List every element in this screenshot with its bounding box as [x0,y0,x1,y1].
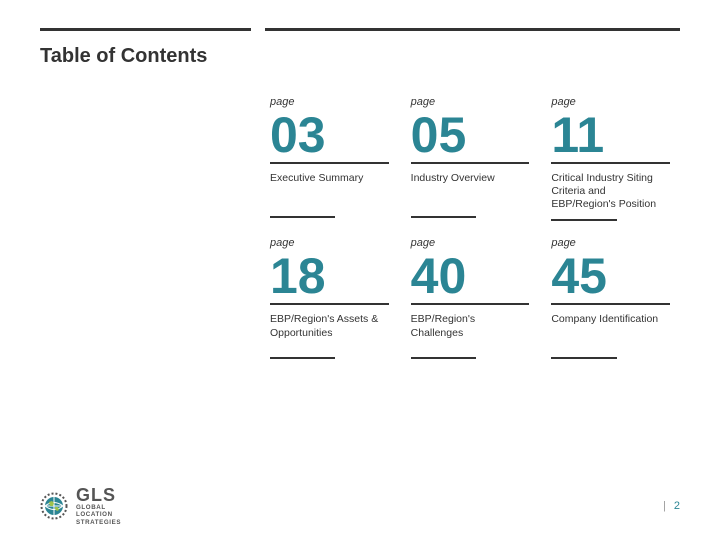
toc-page-number: 03 [270,110,389,160]
toc-page-number: 40 [411,251,530,301]
toc-desc-rule [411,357,476,359]
toc-item: page 18 EBP/Region's Assets & Opportunit… [270,237,389,369]
globe-icon [40,492,68,520]
toc-num-rule [551,303,670,305]
page-number-separator: | [663,500,666,512]
toc-desc-rule [270,216,335,218]
toc-num-rule [411,162,530,164]
toc-page-number: 45 [551,251,670,301]
toc-section-title: Critical Industry Siting Criteria and EB… [551,172,670,211]
page-number-value: 2 [674,500,680,512]
toc-item: page 03 Executive Summary [270,96,389,231]
slide-page: Table of Contents page 03 Executive Summ… [0,0,720,540]
toc-item: page 11 Critical Industry Siting Criteri… [551,96,670,231]
toc-section-title: Industry Overview [411,172,530,208]
toc-num-rule [551,162,670,164]
top-rule-right [265,28,680,31]
top-rules [40,28,680,31]
page-number: |2 [663,500,680,512]
toc-grid: page 03 Executive Summary page 05 Indust… [270,96,670,369]
toc-num-rule [411,303,530,305]
toc-section-title: EBP/Region's Assets & Opportunities [270,313,389,349]
toc-page-number: 11 [551,110,670,160]
gls-logo: GLS GLOBAL LOCATION STRATEGIES [40,486,121,526]
toc-desc-rule [270,357,335,359]
toc-section-title: EBP/Region's Challenges [411,313,530,349]
logo-sub-line: GLOBAL [76,504,121,511]
page-title: Table of Contents [40,45,680,68]
toc-num-rule [270,303,389,305]
top-rule-left [40,28,251,31]
toc-desc-rule [551,219,616,221]
toc-desc-rule [411,216,476,218]
logo-sub-line: LOCATION [76,511,121,518]
footer: GLS GLOBAL LOCATION STRATEGIES |2 [40,486,680,526]
toc-section-title: Executive Summary [270,172,389,208]
toc-num-rule [270,162,389,164]
toc-section-title: Company Identification [551,313,670,349]
toc-item: page 45 Company Identification [551,237,670,369]
toc-page-number: 05 [411,110,530,160]
toc-page-number: 18 [270,251,389,301]
toc-item: page 05 Industry Overview [411,96,530,231]
logo-text: GLS GLOBAL LOCATION STRATEGIES [76,486,121,526]
toc-item: page 40 EBP/Region's Challenges [411,237,530,369]
logo-sub-line: STRATEGIES [76,519,121,526]
toc-desc-rule [551,357,616,359]
logo-main: GLS [76,486,121,504]
